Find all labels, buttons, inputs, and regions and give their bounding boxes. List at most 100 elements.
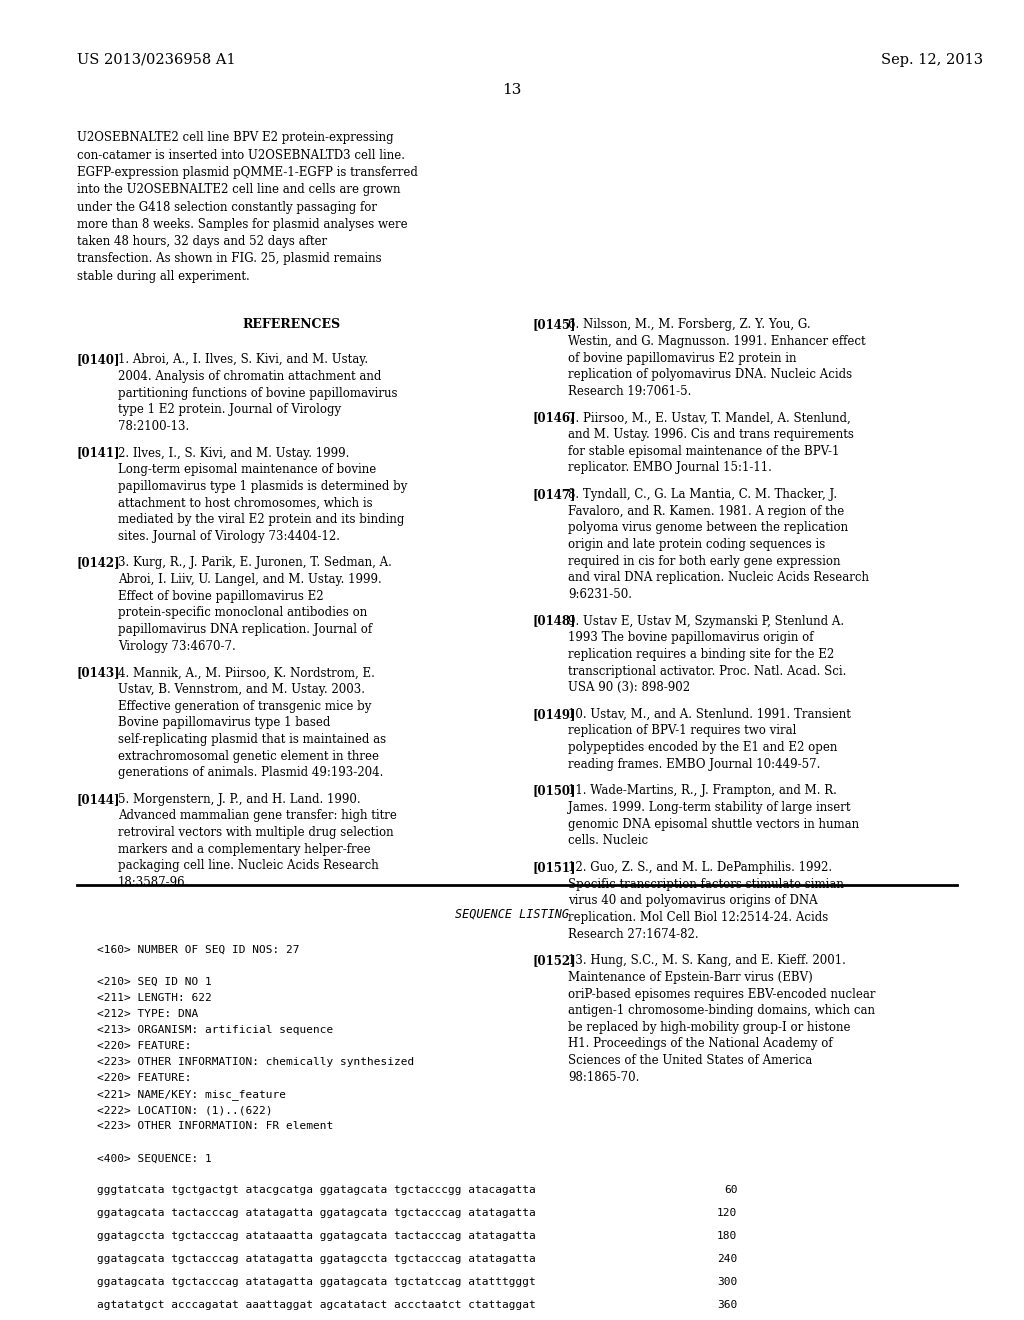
Text: 3. Kurg, R., J. Parik, E. Juronen, T. Sedman, A.: 3. Kurg, R., J. Parik, E. Juronen, T. Se… [118,557,391,569]
Text: replication requires a binding site for the E2: replication requires a binding site for … [568,648,835,661]
Text: ggatagccta tgctacccag atataaatta ggatagcata tactacccag atatagatta: ggatagccta tgctacccag atataaatta ggatagc… [97,1230,536,1241]
Text: <220> FEATURE:: <220> FEATURE: [97,1073,191,1084]
Text: for stable episomal maintenance of the BPV-1: for stable episomal maintenance of the B… [568,445,840,458]
Text: self-replicating plasmid that is maintained as: self-replicating plasmid that is maintai… [118,733,386,746]
Text: 98:1865-70.: 98:1865-70. [568,1071,640,1084]
Text: [0142]: [0142] [77,557,121,569]
Text: 1. Abroi, A., I. Ilves, S. Kivi, and M. Ustay.: 1. Abroi, A., I. Ilves, S. Kivi, and M. … [118,354,368,366]
Text: Effective generation of transgenic mice by: Effective generation of transgenic mice … [118,700,371,713]
Text: of bovine papillomavirus E2 protein in: of bovine papillomavirus E2 protein in [568,351,797,364]
Text: stable during all experiment.: stable during all experiment. [77,269,250,282]
Text: 11. Wade-Martins, R., J. Frampton, and M. R.: 11. Wade-Martins, R., J. Frampton, and M… [568,784,838,797]
Text: [0148]: [0148] [532,615,575,627]
Text: papillomavirus type 1 plasmids is determined by: papillomavirus type 1 plasmids is determ… [118,479,408,492]
Text: replication of BPV-1 requires two viral: replication of BPV-1 requires two viral [568,725,797,738]
Text: polypeptides encoded by the E1 and E2 open: polypeptides encoded by the E1 and E2 op… [568,741,838,754]
Text: Ustav, B. Vennstrom, and M. Ustay. 2003.: Ustav, B. Vennstrom, and M. Ustay. 2003. [118,682,365,696]
Text: and viral DNA replication. Nucleic Acids Research: and viral DNA replication. Nucleic Acids… [568,572,869,585]
Text: SEQUENCE LISTING: SEQUENCE LISTING [455,908,569,920]
Text: virus 40 and polyomavirus origins of DNA: virus 40 and polyomavirus origins of DNA [568,895,818,907]
Text: <222> LOCATION: (1)..(622): <222> LOCATION: (1)..(622) [97,1105,272,1115]
Text: origin and late protein coding sequences is: origin and late protein coding sequences… [568,539,825,550]
Text: <220> FEATURE:: <220> FEATURE: [97,1041,191,1051]
Text: [0149]: [0149] [532,708,575,721]
Text: 13. Hung, S.C., M. S. Kang, and E. Kieff. 2001.: 13. Hung, S.C., M. S. Kang, and E. Kieff… [568,954,846,968]
Text: and M. Ustay. 1996. Cis and trans requirements: and M. Ustay. 1996. Cis and trans requir… [568,428,854,441]
Text: protein-specific monoclonal antibodies on: protein-specific monoclonal antibodies o… [118,606,367,619]
Text: 10. Ustav, M., and A. Stenlund. 1991. Transient: 10. Ustav, M., and A. Stenlund. 1991. Tr… [568,708,851,721]
Text: Research 27:1674-82.: Research 27:1674-82. [568,928,699,941]
Text: retroviral vectors with multiple drug selection: retroviral vectors with multiple drug se… [118,826,393,840]
Text: Virology 73:4670-7.: Virology 73:4670-7. [118,640,236,652]
Text: <210> SEQ ID NO 1: <210> SEQ ID NO 1 [97,977,212,987]
Text: [0144]: [0144] [77,793,120,805]
Text: ggatagcata tactacccag atatagatta ggatagcata tgctacccag atatagatta: ggatagcata tactacccag atatagatta ggatagc… [97,1208,536,1217]
Text: reading frames. EMBO Journal 10:449-57.: reading frames. EMBO Journal 10:449-57. [568,758,820,771]
Text: 13: 13 [503,83,521,96]
Text: 9. Ustav E, Ustav M, Szymanski P, Stenlund A.: 9. Ustav E, Ustav M, Szymanski P, Stenlu… [568,615,845,627]
Text: [0141]: [0141] [77,446,120,459]
Text: generations of animals. Plasmid 49:193-204.: generations of animals. Plasmid 49:193-2… [118,766,383,779]
Text: <212> TYPE: DNA: <212> TYPE: DNA [97,1010,199,1019]
Text: Westin, and G. Magnusson. 1991. Enhancer effect: Westin, and G. Magnusson. 1991. Enhancer… [568,335,866,348]
Text: 60: 60 [724,1184,737,1195]
Text: 5. Morgenstern, J. P., and H. Land. 1990.: 5. Morgenstern, J. P., and H. Land. 1990… [118,793,360,805]
Text: Sep. 12, 2013: Sep. 12, 2013 [881,53,983,66]
Text: replication. Mol Cell Biol 12:2514-24. Acids: replication. Mol Cell Biol 12:2514-24. A… [568,911,828,924]
Text: <400> SEQUENCE: 1: <400> SEQUENCE: 1 [97,1154,212,1163]
Text: 240: 240 [717,1254,737,1265]
Text: 300: 300 [717,1278,737,1287]
Text: cells. Nucleic: cells. Nucleic [568,834,648,847]
Text: replicator. EMBO Journal 15:1-11.: replicator. EMBO Journal 15:1-11. [568,462,772,474]
Text: <211> LENGTH: 622: <211> LENGTH: 622 [97,993,212,1003]
Text: partitioning functions of bovine papillomavirus: partitioning functions of bovine papillo… [118,387,397,400]
Text: Sciences of the United States of America: Sciences of the United States of America [568,1055,813,1067]
Text: packaging cell line. Nucleic Acids Research: packaging cell line. Nucleic Acids Resea… [118,859,379,873]
Text: <221> NAME/KEY: misc_feature: <221> NAME/KEY: misc_feature [97,1089,287,1101]
Text: con-catamer is inserted into U2OSEBNALTD3 cell line.: con-catamer is inserted into U2OSEBNALTD… [77,149,404,162]
Text: Bovine papillomavirus type 1 based: Bovine papillomavirus type 1 based [118,717,330,729]
Text: ggatagcata tgctacccag atatagatta ggatagccta tgctacccag atatagatta: ggatagcata tgctacccag atatagatta ggatagc… [97,1254,536,1265]
Text: taken 48 hours, 32 days and 52 days after: taken 48 hours, 32 days and 52 days afte… [77,235,327,248]
Text: <223> OTHER INFORMATION: chemically synthesized: <223> OTHER INFORMATION: chemically synt… [97,1057,415,1068]
Text: sites. Journal of Virology 73:4404-12.: sites. Journal of Virology 73:4404-12. [118,529,340,543]
Text: [0140]: [0140] [77,354,120,366]
Text: ggatagcata tgctacccag atatagatta ggatagcata tgctatccag atatttgggt: ggatagcata tgctacccag atatagatta ggatagc… [97,1278,536,1287]
Text: Effect of bovine papillomavirus E2: Effect of bovine papillomavirus E2 [118,590,324,603]
Text: Specific transcription factors stimulate simian: Specific transcription factors stimulate… [568,878,844,891]
Text: USA 90 (3): 898-902: USA 90 (3): 898-902 [568,681,690,694]
Text: attachment to host chromosomes, which is: attachment to host chromosomes, which is [118,496,373,510]
Text: 18:3587-96.: 18:3587-96. [118,876,189,890]
Text: Maintenance of Epstein-Barr virus (EBV): Maintenance of Epstein-Barr virus (EBV) [568,972,813,983]
Text: EGFP-expression plasmid pQMME-1-EGFP is transferred: EGFP-expression plasmid pQMME-1-EGFP is … [77,166,418,180]
Text: 7. Piirsoo, M., E. Ustav, T. Mandel, A. Stenlund,: 7. Piirsoo, M., E. Ustav, T. Mandel, A. … [568,412,851,425]
Text: be replaced by high-mobility group-I or histone: be replaced by high-mobility group-I or … [568,1020,851,1034]
Text: mediated by the viral E2 protein and its binding: mediated by the viral E2 protein and its… [118,513,404,527]
Text: <223> OTHER INFORMATION: FR element: <223> OTHER INFORMATION: FR element [97,1122,334,1131]
Text: genomic DNA episomal shuttle vectors in human: genomic DNA episomal shuttle vectors in … [568,817,859,830]
Text: 1993 The bovine papillomavirus origin of: 1993 The bovine papillomavirus origin of [568,631,814,644]
Text: [0146]: [0146] [532,412,575,425]
Text: [0152]: [0152] [532,954,577,968]
Text: [0143]: [0143] [77,667,121,680]
Text: gggtatcata tgctgactgt atacgcatga ggatagcata tgctacccgg atacagatta: gggtatcata tgctgactgt atacgcatga ggatagc… [97,1184,536,1195]
Text: James. 1999. Long-term stability of large insert: James. 1999. Long-term stability of larg… [568,801,851,814]
Text: [0151]: [0151] [532,861,575,874]
Text: 2004. Analysis of chromatin attachment and: 2004. Analysis of chromatin attachment a… [118,370,381,383]
Text: [0150]: [0150] [532,784,575,797]
Text: Long-term episomal maintenance of bovine: Long-term episomal maintenance of bovine [118,463,376,477]
Text: 6. Nilsson, M., M. Forsberg, Z. Y. You, G.: 6. Nilsson, M., M. Forsberg, Z. Y. You, … [568,318,811,331]
Text: US 2013/0236958 A1: US 2013/0236958 A1 [77,53,236,66]
Text: replication of polyomavirus DNA. Nucleic Acids: replication of polyomavirus DNA. Nucleic… [568,368,852,381]
Text: 78:2100-13.: 78:2100-13. [118,420,189,433]
Text: markers and a complementary helper-free: markers and a complementary helper-free [118,842,371,855]
Text: 2. Ilves, I., S. Kivi, and M. Ustay. 1999.: 2. Ilves, I., S. Kivi, and M. Ustay. 199… [118,446,349,459]
Text: more than 8 weeks. Samples for plasmid analyses were: more than 8 weeks. Samples for plasmid a… [77,218,408,231]
Text: transfection. As shown in FIG. 25, plasmid remains: transfection. As shown in FIG. 25, plasm… [77,252,381,265]
Text: 12. Guo, Z. S., and M. L. DePamphilis. 1992.: 12. Guo, Z. S., and M. L. DePamphilis. 1… [568,861,833,874]
Text: type 1 E2 protein. Journal of Virology: type 1 E2 protein. Journal of Virology [118,403,341,416]
Text: transcriptional activator. Proc. Natl. Acad. Sci.: transcriptional activator. Proc. Natl. A… [568,664,847,677]
Text: required in cis for both early gene expression: required in cis for both early gene expr… [568,554,841,568]
Text: Advanced mammalian gene transfer: high titre: Advanced mammalian gene transfer: high t… [118,809,396,822]
Text: Favaloro, and R. Kamen. 1981. A region of the: Favaloro, and R. Kamen. 1981. A region o… [568,504,845,517]
